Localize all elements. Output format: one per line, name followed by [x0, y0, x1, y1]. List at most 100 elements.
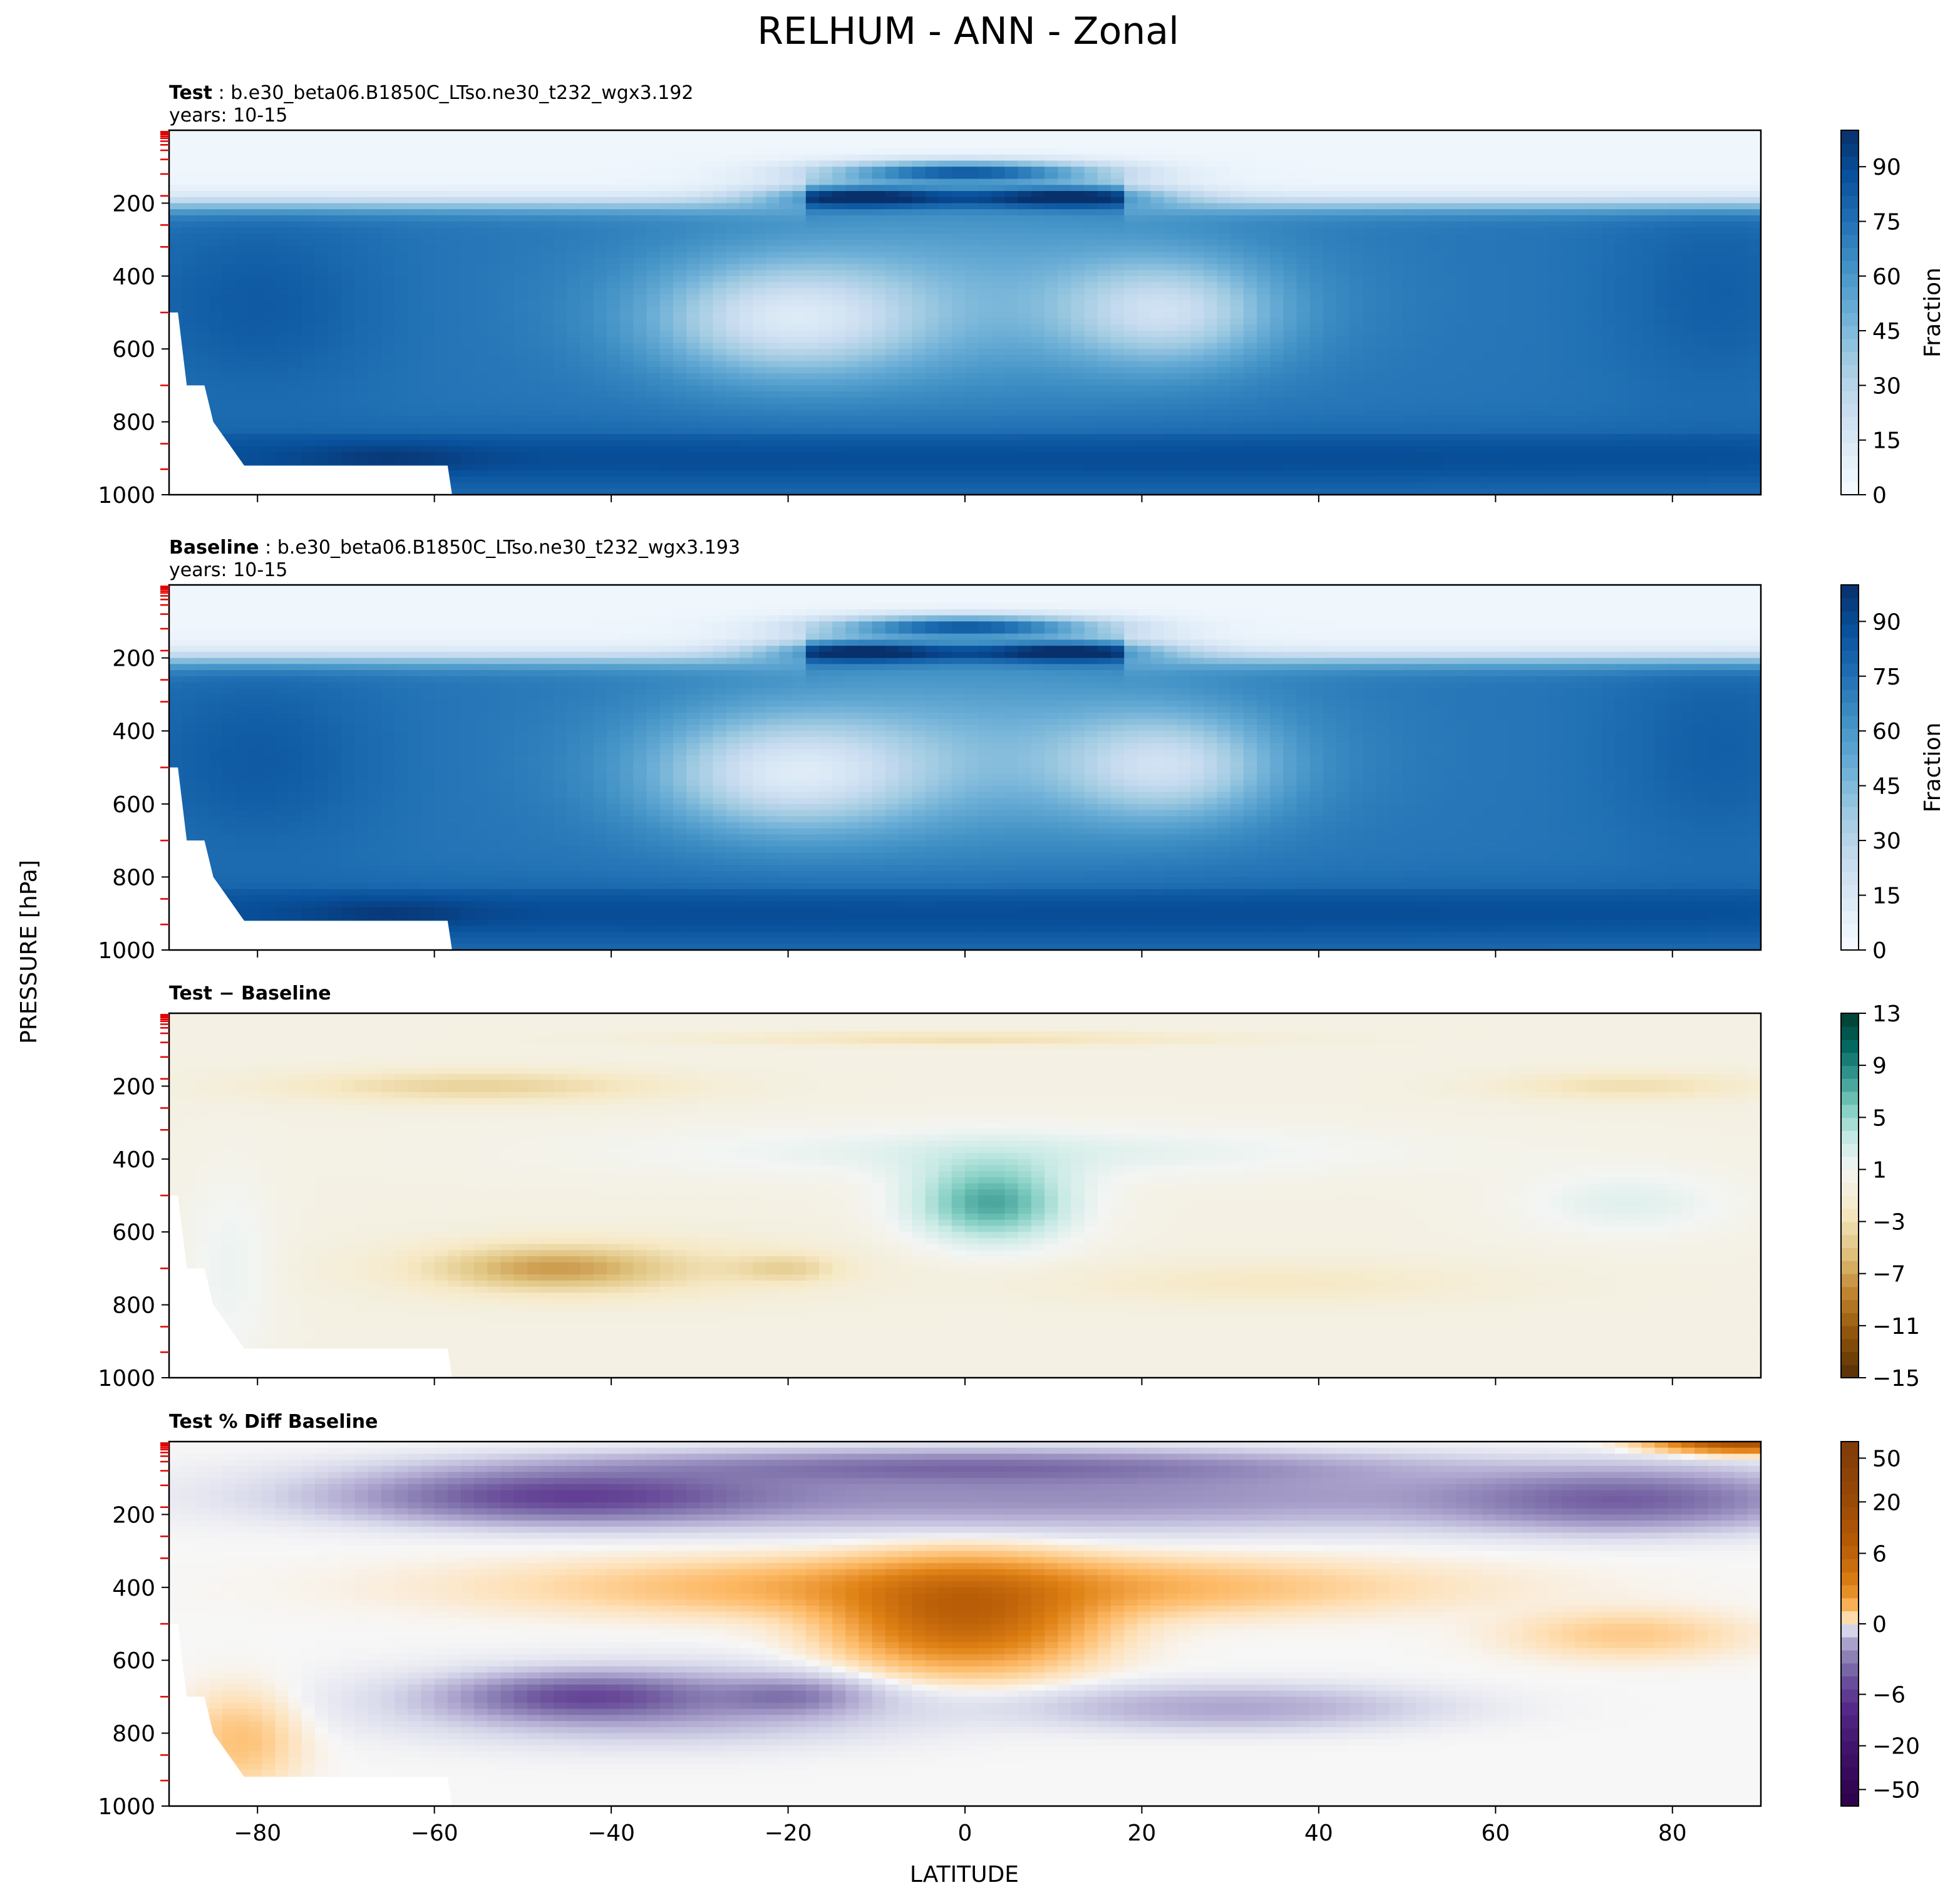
shared-xlabel: LATITUDE — [910, 1862, 1019, 1887]
colorbar-segment — [1841, 1117, 1859, 1131]
panel-test-colorbar: 0 15 30 45 60 75 90 Fraction — [1840, 130, 1946, 509]
colorbar-segment — [1841, 1494, 1859, 1507]
colorbar-tick-label: 0 — [1872, 483, 1887, 509]
colorbar-segment — [1841, 130, 1859, 144]
panel-baseline-field — [169, 585, 1761, 950]
x-tick-label: 60 — [1481, 1820, 1510, 1846]
colorbar-tick-label: 60 — [1872, 719, 1901, 745]
colorbar-segment — [1841, 1636, 1859, 1651]
colorbar-tick-label: 60 — [1872, 264, 1901, 290]
panel-baseline: Baseline : b.e30_beta06.B1850C_LTso.ne30… — [98, 537, 1946, 964]
colorbar-segment — [1841, 1663, 1859, 1676]
colorbar-segment — [1841, 1365, 1859, 1378]
y-tick-label: 200 — [112, 191, 155, 217]
x-tick-label: 20 — [1128, 1820, 1157, 1846]
x-tick-label: 40 — [1304, 1820, 1333, 1846]
colorbar-segment — [1841, 247, 1859, 261]
y-tick-label: 200 — [112, 646, 155, 672]
colorbar-segment — [1841, 1313, 1859, 1326]
colorbar-segment — [1841, 832, 1859, 847]
panel-baseline-title: Baseline : b.e30_beta06.B1850C_LTso.ne30… — [169, 537, 740, 559]
panel-baseline-topography-mask — [169, 767, 452, 950]
colorbar-segment — [1841, 676, 1859, 690]
colorbar-segment — [1841, 650, 1859, 664]
colorbar-tick-label: −7 — [1872, 1262, 1906, 1288]
colorbar-segment — [1841, 1688, 1859, 1703]
panel-pctdiff-colorbar: −50 −20 −6 0 6 20 50 — [1840, 1441, 1920, 1807]
colorbar-segment — [1841, 1338, 1859, 1353]
colorbar-segment — [1841, 911, 1859, 925]
panel-baseline-subtitle: years: 10-15 — [169, 559, 287, 581]
colorbar-label: Fraction — [1920, 723, 1946, 813]
x-tick-label: −40 — [587, 1820, 635, 1846]
colorbar-segment — [1841, 1182, 1859, 1196]
colorbar-segment — [1841, 767, 1859, 782]
colorbar-tick-label: 90 — [1872, 155, 1901, 180]
colorbar-tick-label: 0 — [1872, 938, 1887, 964]
colorbar-segment — [1841, 819, 1859, 834]
y-tick-label: 400 — [112, 1147, 155, 1173]
colorbar-segment — [1841, 728, 1859, 742]
colorbar-tick-label: −6 — [1872, 1683, 1906, 1708]
colorbar-tick-label: 30 — [1872, 829, 1901, 854]
colorbar-tick-label: 50 — [1872, 1446, 1901, 1472]
colorbar-segment — [1841, 1780, 1859, 1794]
colorbar-segment — [1841, 1611, 1859, 1624]
colorbar-segment — [1841, 1052, 1859, 1066]
colorbar-segment — [1841, 1676, 1859, 1690]
colorbar-segment — [1841, 872, 1859, 885]
colorbar-segment — [1841, 780, 1859, 794]
colorbar-tick-label: −50 — [1872, 1778, 1920, 1804]
y-tick-label: 400 — [112, 1576, 155, 1601]
colorbar-segment — [1841, 1351, 1859, 1365]
colorbar-segment — [1841, 1221, 1859, 1236]
colorbar-segment — [1841, 377, 1859, 391]
colorbar-segment — [1841, 624, 1859, 638]
colorbar-segment — [1841, 273, 1859, 287]
colorbar-segment — [1841, 689, 1859, 703]
colorbar-segment — [1841, 1701, 1859, 1716]
colorbar-segment — [1841, 1299, 1859, 1313]
colorbar-segment — [1841, 1741, 1859, 1755]
panel-test-field — [169, 130, 1761, 495]
colorbar-segment — [1841, 702, 1859, 716]
colorbar-segment — [1841, 338, 1859, 353]
colorbar-tick-label: 1 — [1872, 1157, 1887, 1183]
y-tick-label: 1000 — [98, 1366, 155, 1391]
y-tick-label: 200 — [112, 1074, 155, 1100]
colorbar-segment — [1841, 182, 1859, 196]
panel-baseline-colorbar: 0 15 30 45 60 75 90 Fraction — [1840, 584, 1946, 964]
y-tick-label: 600 — [112, 792, 155, 818]
figure-title: RELHUM - ANN - Zonal — [757, 9, 1179, 53]
colorbar-segment — [1841, 597, 1859, 612]
colorbar-tick-label: −20 — [1872, 1734, 1920, 1760]
colorbar-segment — [1841, 1325, 1859, 1340]
colorbar-segment — [1841, 741, 1859, 755]
y-tick-label: 800 — [112, 1722, 155, 1747]
colorbar-segment — [1841, 1065, 1859, 1079]
colorbar-tick-label: 13 — [1872, 1001, 1901, 1027]
colorbar-segment — [1841, 221, 1859, 235]
colorbar-segment — [1841, 1156, 1859, 1170]
colorbar-segment — [1841, 1506, 1859, 1521]
colorbar-segment — [1841, 260, 1859, 274]
colorbar-tick-label: 75 — [1872, 664, 1901, 690]
panel-diff-field — [169, 1013, 1761, 1378]
colorbar-segment — [1841, 1584, 1859, 1599]
colorbar-segment — [1841, 1078, 1859, 1092]
colorbar-segment — [1841, 1519, 1859, 1534]
colorbar-segment — [1841, 195, 1859, 209]
colorbar-segment — [1841, 1480, 1859, 1494]
colorbar-segment — [1841, 390, 1859, 405]
colorbar-segment — [1841, 169, 1859, 183]
colorbar-segment — [1841, 482, 1859, 495]
colorbar-segment — [1841, 1559, 1859, 1572]
colorbar-segment — [1841, 1234, 1859, 1248]
colorbar-segment — [1841, 1013, 1859, 1027]
panel-pctdiff-title: Test % Diff Baseline — [169, 1411, 378, 1433]
colorbar-segment — [1841, 1169, 1859, 1183]
panel-test: Test : b.e30_beta06.B1850C_LTso.ne30_t23… — [98, 82, 1946, 509]
colorbar-segment — [1841, 793, 1859, 807]
colorbar-segment — [1841, 1454, 1859, 1469]
